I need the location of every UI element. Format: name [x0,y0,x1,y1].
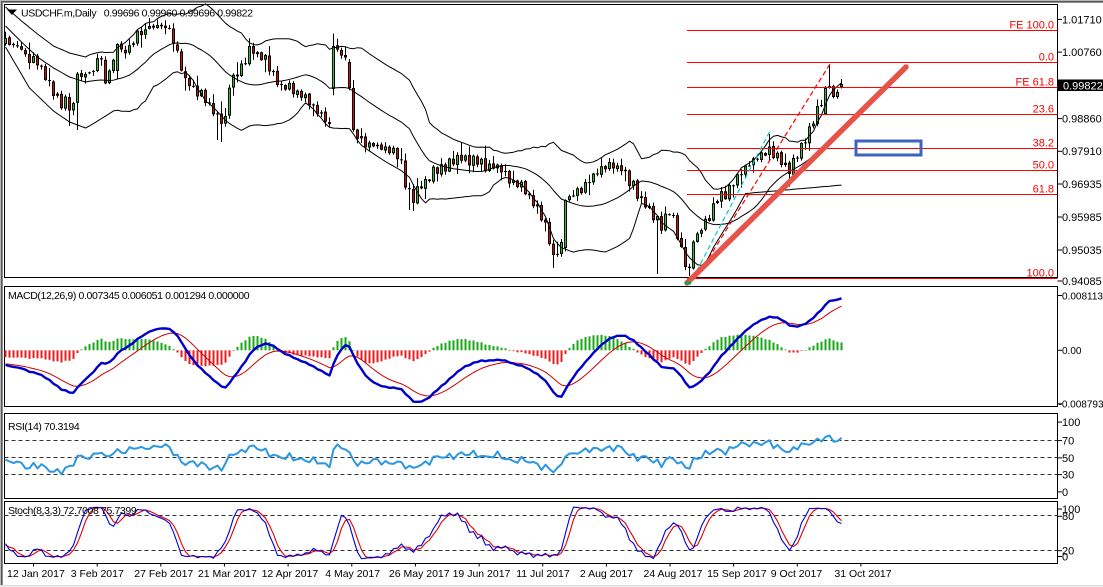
svg-text:15 Sep 2017: 15 Sep 2017 [707,568,767,580]
svg-text:30: 30 [1062,470,1074,482]
svg-text:Stoch(8,3,3) 72.7008 75.7399: Stoch(8,3,3) 72.7008 75.7399 [8,505,137,517]
svg-text:19 Jun 2017: 19 Jun 2017 [453,568,511,580]
svg-text:70: 70 [1062,436,1074,448]
svg-text:100: 100 [1062,417,1080,429]
svg-text:3 Feb 2017: 3 Feb 2017 [71,568,124,580]
svg-text:27 Feb 2017: 27 Feb 2017 [134,568,193,580]
svg-text:20: 20 [1062,546,1074,558]
svg-text:USDCHF.m,Daily 0.99696 0.999: USDCHF.m,Daily 0.99696 0.99960 0.99696 0… [21,8,253,20]
svg-text:50: 50 [1062,453,1074,465]
svg-text:61.8: 61.8 [1033,183,1054,195]
svg-text:0: 0 [1062,487,1068,499]
svg-text:24 Aug 2017: 24 Aug 2017 [644,568,703,580]
svg-text:1.01710: 1.01710 [1062,14,1102,26]
svg-text:0.98860: 0.98860 [1062,114,1102,126]
svg-text:38.2: 38.2 [1033,137,1054,149]
svg-text:2 Aug 2017: 2 Aug 2017 [580,568,633,580]
svg-text:0: 0 [1062,551,1068,563]
svg-text:0.99822: 0.99822 [1063,80,1103,92]
svg-text:RSI(14) 70.3194: RSI(14) 70.3194 [8,421,80,433]
svg-text:0.0: 0.0 [1039,51,1054,63]
svg-text:12 Apr 2017: 12 Apr 2017 [262,568,319,580]
svg-text:0.95035: 0.95035 [1062,245,1102,257]
svg-text:100: 100 [1062,504,1080,516]
svg-text:31 Oct 2017: 31 Oct 2017 [834,568,891,580]
svg-text:FE 100.0: FE 100.0 [1009,19,1054,31]
svg-text:-0.008793: -0.008793 [1059,400,1103,411]
svg-text:9 Oct 2017: 9 Oct 2017 [771,568,823,580]
svg-text:4 May 2017: 4 May 2017 [325,568,380,580]
svg-text:0.008113: 0.008113 [1062,291,1103,302]
svg-text:26 May 2017: 26 May 2017 [389,568,450,580]
svg-text:100.0: 100.0 [1026,267,1054,279]
svg-text:21 Mar 2017: 21 Mar 2017 [198,568,257,580]
svg-text:0.94085: 0.94085 [1062,276,1102,288]
svg-text:80: 80 [1062,511,1074,523]
svg-text:0.00: 0.00 [1062,346,1082,357]
svg-text:FE 61.8: FE 61.8 [1015,76,1054,88]
svg-text:23.6: 23.6 [1033,103,1054,115]
svg-text:0.97910: 0.97910 [1062,146,1102,158]
svg-text:50.0: 50.0 [1033,159,1054,171]
svg-text:0.96935: 0.96935 [1062,179,1102,191]
svg-text:1.00760: 1.00760 [1062,47,1102,59]
svg-text:11 Jul 2017: 11 Jul 2017 [516,568,570,580]
svg-text:0.95985: 0.95985 [1062,212,1102,224]
svg-text:MACD(12,26,9) 0.007345 0.00605: MACD(12,26,9) 0.007345 0.006051 0.001294… [8,290,250,302]
svg-text:12 Jan 2017: 12 Jan 2017 [7,568,65,580]
